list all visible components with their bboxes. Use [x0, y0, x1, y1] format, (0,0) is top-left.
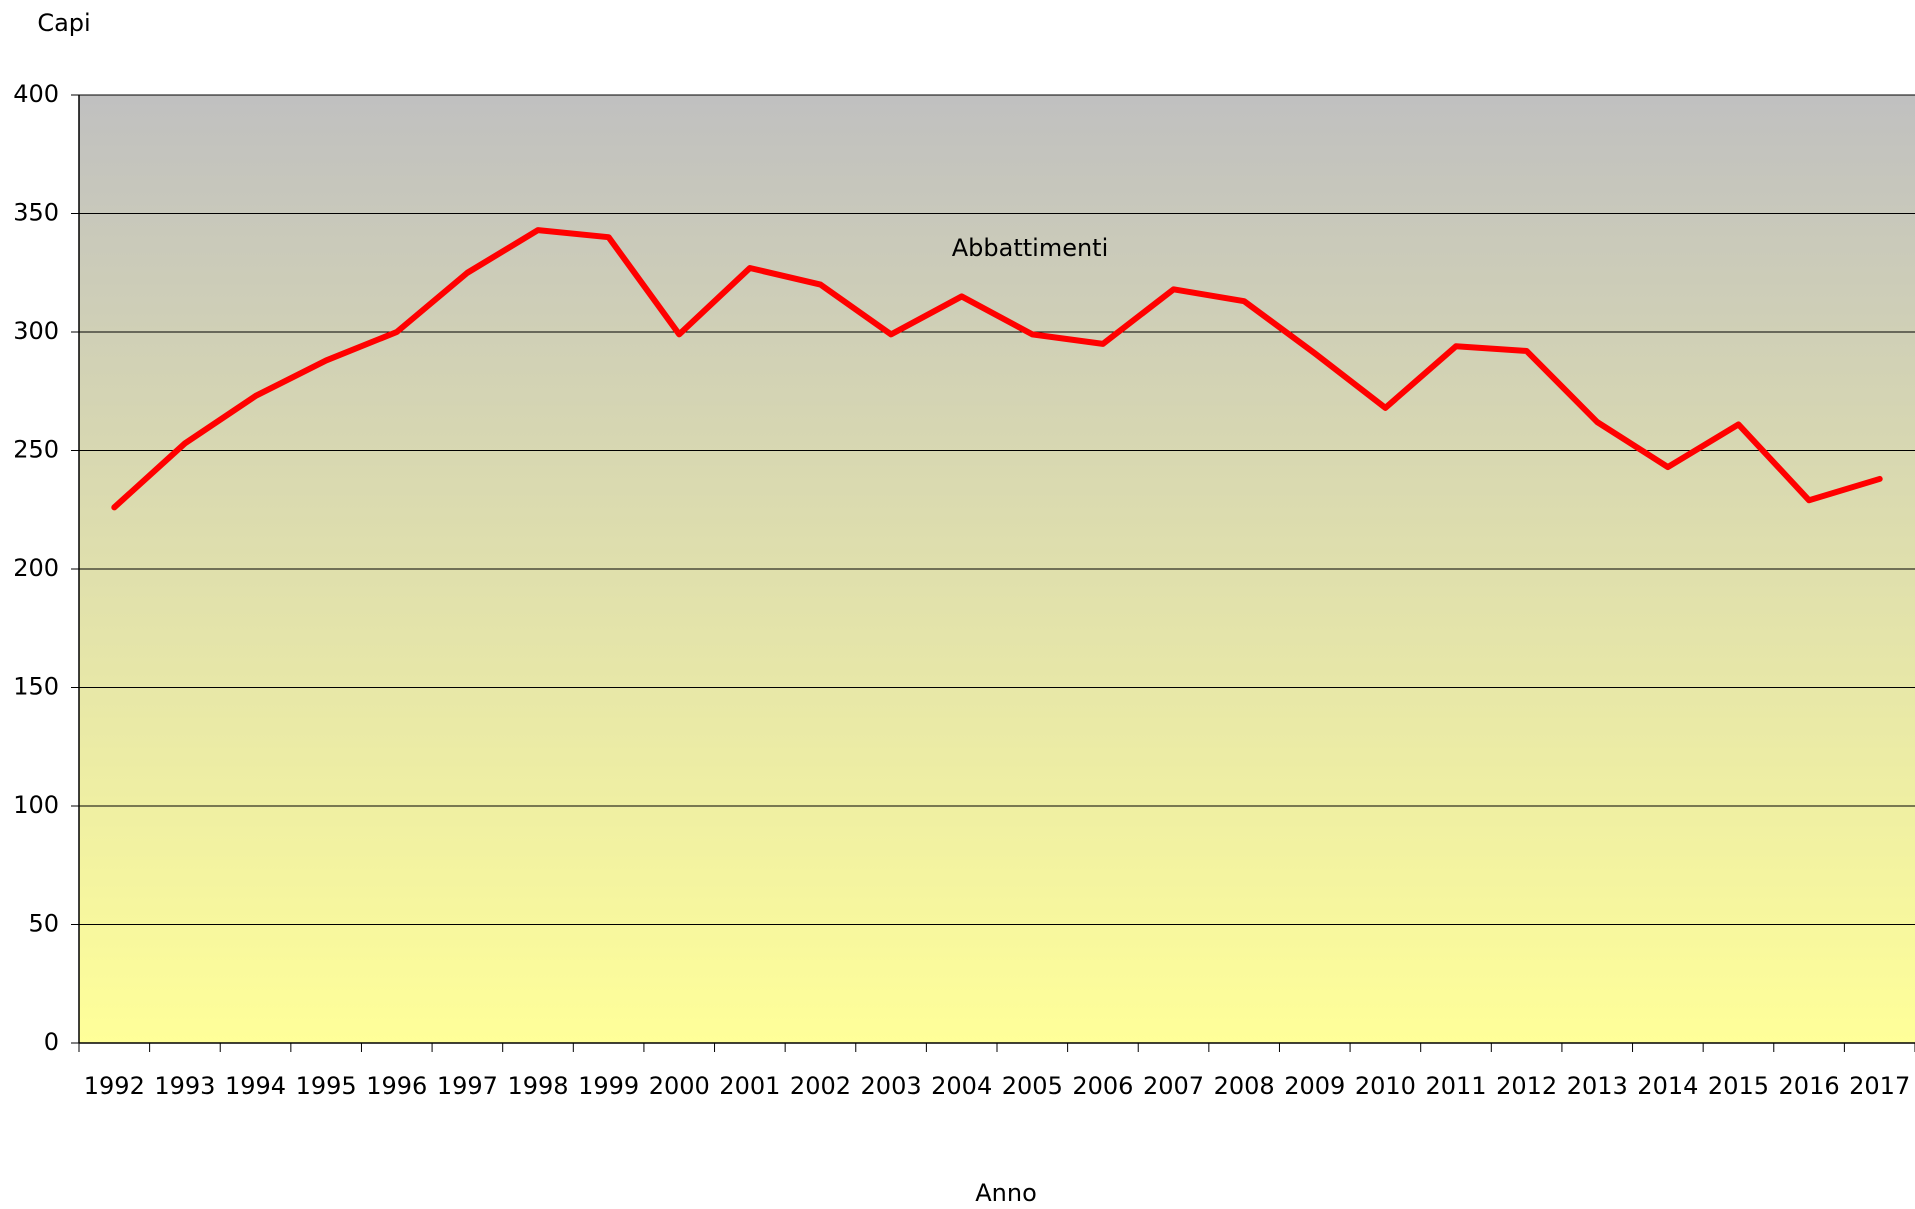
x-axis-label: Anno [975, 1179, 1037, 1207]
x-tick-label: 2007 [1143, 1072, 1204, 1100]
x-tick-label: 1999 [578, 1072, 639, 1100]
data-line [111, 227, 1883, 511]
y-tick-label: 400 [13, 80, 59, 108]
y-tick-label: 0 [44, 1028, 59, 1056]
x-tick-label: 1997 [437, 1072, 498, 1100]
y-tick-label: 150 [13, 673, 59, 701]
x-tick-label: 2012 [1496, 1072, 1557, 1100]
y-tick-label: 300 [13, 317, 59, 345]
x-tick-label: 2010 [1355, 1072, 1416, 1100]
x-tick-label: 2006 [1072, 1072, 1133, 1100]
x-tick-label: 1993 [154, 1072, 215, 1100]
x-tick-label: 1992 [84, 1072, 145, 1100]
x-tick-label: 2001 [719, 1072, 780, 1100]
x-tick-label: 2003 [861, 1072, 922, 1100]
x-tick-label: 2000 [649, 1072, 710, 1100]
x-tick-label: 2005 [1002, 1072, 1063, 1100]
x-tick-label: 2015 [1708, 1072, 1769, 1100]
x-tick-label: 2016 [1779, 1072, 1840, 1100]
x-tick-label: 2002 [790, 1072, 851, 1100]
x-tick-label: 2013 [1567, 1072, 1628, 1100]
x-tick-label: 2014 [1637, 1072, 1698, 1100]
x-tick-label: 1995 [296, 1072, 357, 1100]
x-tick-label: 2004 [931, 1072, 992, 1100]
y-tick-label: 50 [28, 910, 59, 938]
y-axis-label: Capi [37, 9, 90, 37]
x-tick-label: 2008 [1214, 1072, 1275, 1100]
y-tick-label: 350 [13, 199, 59, 227]
x-tick-label: 2017 [1849, 1072, 1910, 1100]
x-tick-label: 2011 [1425, 1072, 1486, 1100]
x-tick-label: 1994 [225, 1072, 286, 1100]
y-tick-label: 200 [13, 554, 59, 582]
x-tick-label: 1998 [507, 1072, 568, 1100]
x-tick-label: 1996 [366, 1072, 427, 1100]
x-tick-label: 2009 [1284, 1072, 1345, 1100]
y-tick-label: 100 [13, 791, 59, 819]
annotation: Abbattimenti [952, 234, 1109, 262]
y-tick-label: 250 [13, 436, 59, 464]
